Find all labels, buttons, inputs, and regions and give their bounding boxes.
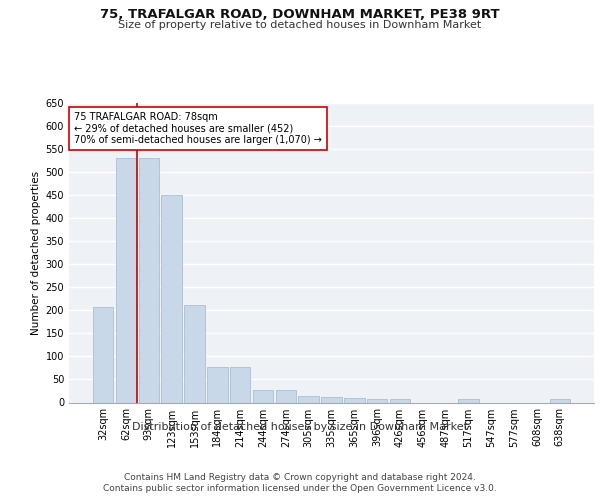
Bar [93, 307, 113, 402]
Bar [344, 398, 365, 402]
Bar [275, 390, 296, 402]
Text: 75 TRAFALGAR ROAD: 78sqm
← 29% of detached houses are smaller (452)
70% of semi-: 75 TRAFALGAR ROAD: 78sqm ← 29% of detach… [74, 112, 322, 144]
Bar [116, 158, 136, 402]
Y-axis label: Number of detached properties: Number of detached properties [31, 170, 41, 334]
Bar [390, 399, 410, 402]
Text: Contains public sector information licensed under the Open Government Licence v3: Contains public sector information licen… [103, 484, 497, 493]
Bar [458, 399, 479, 402]
Bar [207, 366, 227, 402]
Text: Contains HM Land Registry data © Crown copyright and database right 2024.: Contains HM Land Registry data © Crown c… [124, 472, 476, 482]
Bar [253, 390, 273, 402]
Bar [321, 397, 342, 402]
Text: 75, TRAFALGAR ROAD, DOWNHAM MARKET, PE38 9RT: 75, TRAFALGAR ROAD, DOWNHAM MARKET, PE38… [100, 8, 500, 20]
Bar [139, 158, 159, 402]
Bar [230, 366, 250, 402]
Bar [161, 195, 182, 402]
Bar [550, 399, 570, 402]
Bar [298, 396, 319, 402]
Text: Size of property relative to detached houses in Downham Market: Size of property relative to detached ho… [118, 20, 482, 30]
Bar [367, 399, 388, 402]
Bar [184, 304, 205, 402]
Text: Distribution of detached houses by size in Downham Market: Distribution of detached houses by size … [132, 422, 468, 432]
